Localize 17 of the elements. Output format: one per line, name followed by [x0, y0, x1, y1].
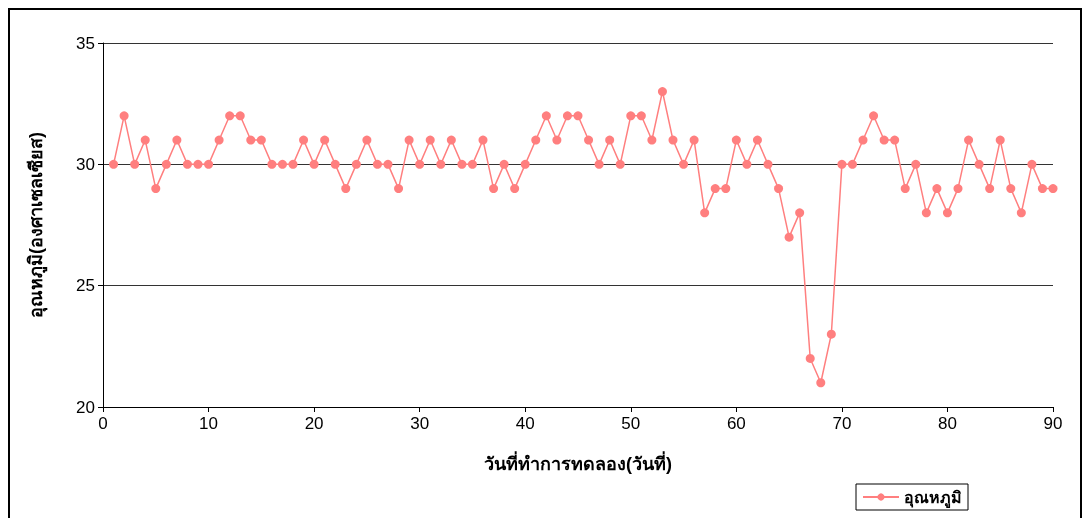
- y-tick-label: 20: [76, 397, 95, 417]
- y-tick-label: 25: [76, 276, 95, 296]
- y-tick-label: 30: [76, 154, 95, 174]
- y-tick-label: 35: [76, 33, 95, 53]
- x-tick-label: 60: [726, 414, 746, 433]
- x-tick-label: 10: [199, 414, 219, 433]
- legend-label: อุณหภูมิ: [904, 488, 962, 509]
- x-axis-title: วันที่ทำการทดลอง(วันที่): [484, 451, 672, 474]
- x-tick-label: 50: [621, 414, 641, 433]
- x-tick-label: 40: [515, 414, 535, 433]
- x-tick-label: 90: [1043, 414, 1063, 433]
- x-tick-label: 70: [832, 414, 852, 433]
- x-tick-label: 20: [304, 414, 324, 433]
- x-tick-label: 30: [410, 414, 430, 433]
- x-tick-label: 0: [98, 414, 108, 433]
- x-tick-label: 80: [937, 414, 957, 433]
- y-axis-title: อุณหภูมิ(องศาเซลเซียส): [26, 132, 48, 318]
